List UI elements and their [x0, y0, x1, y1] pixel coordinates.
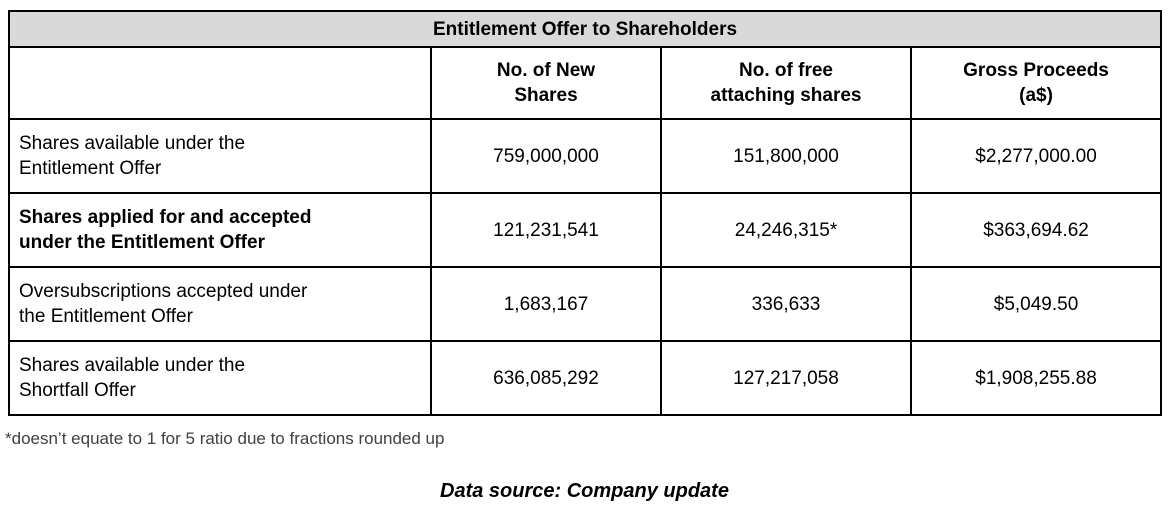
- cell-free-attaching-shares: 336,633: [660, 266, 912, 342]
- column-header-row: No. of New Shares No. of free attaching …: [8, 46, 1163, 120]
- row-label-line: Entitlement Offer: [19, 158, 162, 179]
- column-header-free-attaching-shares: No. of free attaching shares: [660, 46, 912, 120]
- cell-gross-proceeds: $363,694.62: [909, 192, 1163, 268]
- row-label-line: Shortfall Offer: [19, 380, 136, 401]
- cell-gross-proceeds: $1,908,255.88: [909, 340, 1163, 416]
- column-header-empty: [8, 46, 432, 120]
- row-label-line: Shares available under the: [19, 133, 246, 154]
- cell-new-shares: 759,000,000: [430, 118, 662, 194]
- table-row: Shares available under the Shortfall Off…: [8, 340, 1163, 416]
- column-header-line: Gross Proceeds: [963, 60, 1109, 81]
- row-label-oversubscriptions: Oversubscriptions accepted under the Ent…: [8, 266, 432, 342]
- cell-free-attaching-shares: 151,800,000: [660, 118, 912, 194]
- column-header-new-shares: No. of New Shares: [430, 46, 662, 120]
- row-label-applied-accepted: Shares applied for and accepted under th…: [8, 192, 432, 268]
- row-label-line: Shares applied for and accepted: [19, 207, 312, 228]
- cell-free-attaching-shares: 24,246,315*: [660, 192, 912, 268]
- row-label-line: the Entitlement Offer: [19, 306, 193, 327]
- entitlement-offer-table: Entitlement Offer to Shareholders No. of…: [7, 10, 1163, 416]
- row-label-entitlement-available: Shares available under the Entitlement O…: [8, 118, 432, 194]
- table-row: Shares available under the Entitlement O…: [8, 118, 1163, 194]
- column-header-gross-proceeds: Gross Proceeds (a$): [909, 46, 1163, 120]
- footnote: *doesn’t equate to 1 for 5 ratio due to …: [5, 429, 445, 448]
- column-header-line: No. of New: [496, 60, 596, 81]
- row-label-line: Oversubscriptions accepted under: [19, 281, 308, 302]
- row-label-line: Shares available under the: [19, 355, 246, 376]
- cell-new-shares: 636,085,292: [430, 340, 662, 416]
- table-row: Oversubscriptions accepted under the Ent…: [8, 266, 1163, 342]
- row-label-shortfall-available: Shares available under the Shortfall Off…: [8, 340, 432, 416]
- table-row: Shares applied for and accepted under th…: [8, 192, 1163, 268]
- table-title-row: Entitlement Offer to Shareholders: [7, 10, 1163, 48]
- data-source-caption: Data source: Company update: [440, 480, 729, 502]
- cell-new-shares: 1,683,167: [430, 266, 662, 342]
- row-label-line: under the Entitlement Offer: [19, 232, 265, 253]
- table-title: Entitlement Offer to Shareholders: [7, 10, 1163, 48]
- column-header-line: Shares: [514, 85, 578, 106]
- column-header-line: No. of free: [739, 60, 833, 81]
- cell-new-shares: 121,231,541: [430, 192, 662, 268]
- column-header-line: (a$): [1019, 85, 1053, 106]
- cell-gross-proceeds: $2,277,000.00: [909, 118, 1163, 194]
- column-header-line: attaching shares: [710, 85, 862, 106]
- cell-gross-proceeds: $5,049.50: [909, 266, 1163, 342]
- cell-free-attaching-shares: 127,217,058: [660, 340, 912, 416]
